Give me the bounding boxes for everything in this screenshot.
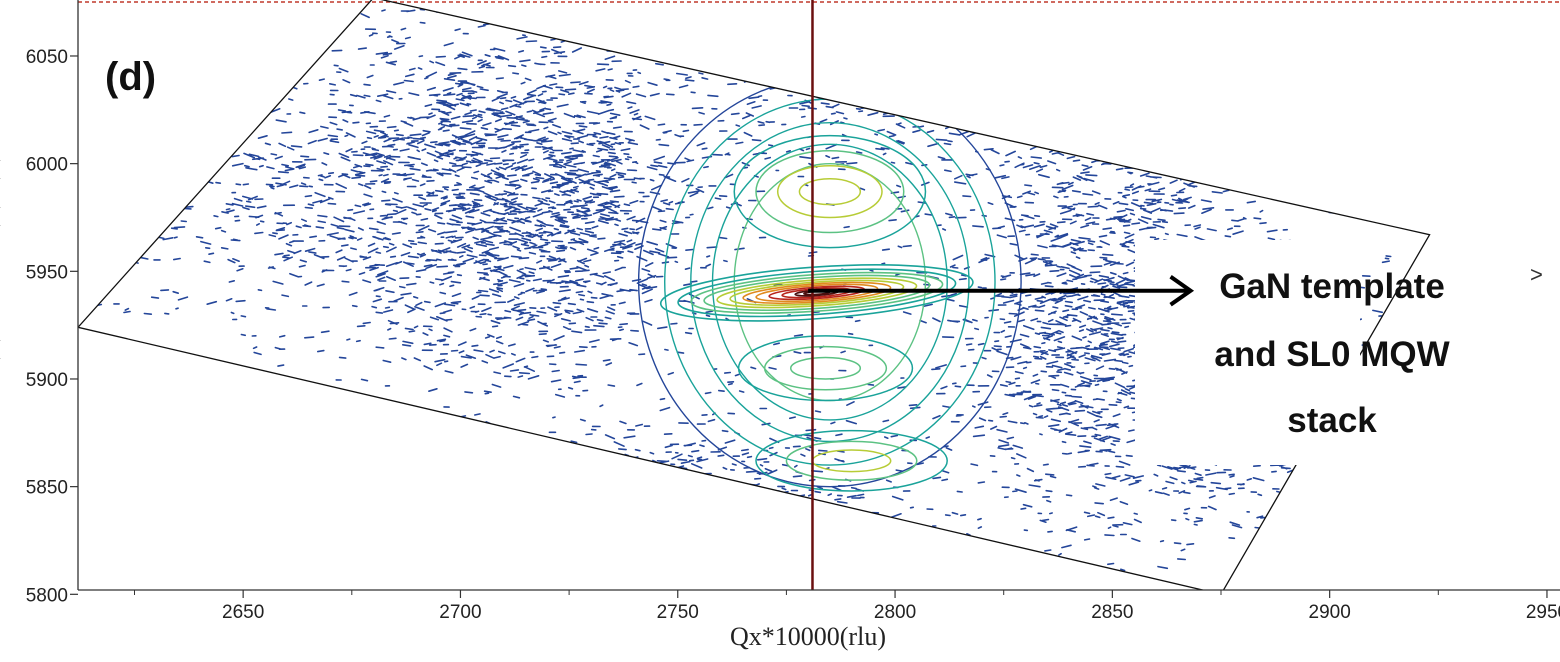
upper-peak-contour-1 [755, 149, 905, 234]
x-tick-label: 2850 [1091, 602, 1133, 623]
main-peak-contour-5 [729, 279, 905, 306]
x-axis-ticks: 2650 2700 2750 2800 2850 2900 2950 [133, 590, 1560, 623]
x-axis-title: Qx*10000(rlu) [730, 622, 886, 651]
right-edge-glyph: > [1530, 262, 1543, 287]
main-peak-contour-0 [659, 264, 974, 322]
x-tick-label: 2650 [222, 602, 264, 623]
main-peak-contour-6 [742, 281, 892, 305]
main-peak-contour-3 [703, 274, 931, 312]
x-tick-label: 2750 [657, 602, 699, 623]
bottom-peak-contour-2 [811, 449, 892, 473]
y-axis-title-fragment-3: ( [0, 338, 1, 360]
upper-peak-contour-2 [776, 165, 883, 219]
y-axis-title-fragment-2: ( [0, 205, 1, 227]
main-peak-contour-2 [690, 271, 944, 314]
y-tick-label: 5900 [26, 370, 68, 391]
contour-lines [637, 76, 1022, 492]
lower-peak-contour-0 [737, 335, 914, 402]
y-axis-ticks: 5800 5850 5900 5950 6000 6050 [26, 47, 78, 606]
y-tick-label: 5850 [26, 478, 68, 499]
main-peak-contour-7 [755, 283, 879, 303]
annotation-arrowhead [1169, 275, 1195, 307]
scan-region-outline [78, 0, 1431, 590]
y-tick-label: 5950 [26, 262, 68, 283]
x-tick-label: 2700 [439, 602, 481, 623]
main-peak-contour-1 [677, 268, 957, 318]
x-tick-label: 2950 [1526, 602, 1560, 623]
lower-peak-contour-1 [763, 345, 888, 391]
envelope-contour-3 [711, 143, 948, 421]
lower-peak-contour-2 [790, 356, 862, 380]
y-tick-label: 6050 [26, 47, 68, 68]
bottom-peak-contour-1 [785, 440, 918, 481]
main-peak-contour-4 [716, 277, 918, 309]
x-tick-label: 2900 [1309, 602, 1351, 623]
y-axis-title-fragment-1: ( [0, 158, 1, 180]
upper-peak-contour-0 [733, 134, 927, 249]
annotation-line-1: GaN template [1219, 267, 1445, 306]
annotation-line-3: stack [1287, 401, 1377, 440]
upper-peak-contour-3 [798, 177, 862, 206]
panel-label: (d) [105, 55, 156, 99]
y-tick-label: 5800 [26, 585, 68, 606]
bottom-peak-contour-0 [755, 429, 948, 492]
plot-area [78, 0, 1431, 590]
x-tick-label: 2800 [874, 602, 916, 623]
annotation-line-2: and SL0 MQW [1214, 335, 1449, 374]
envelope-contour-2 [690, 122, 970, 443]
y-tick-label: 6000 [26, 155, 68, 176]
